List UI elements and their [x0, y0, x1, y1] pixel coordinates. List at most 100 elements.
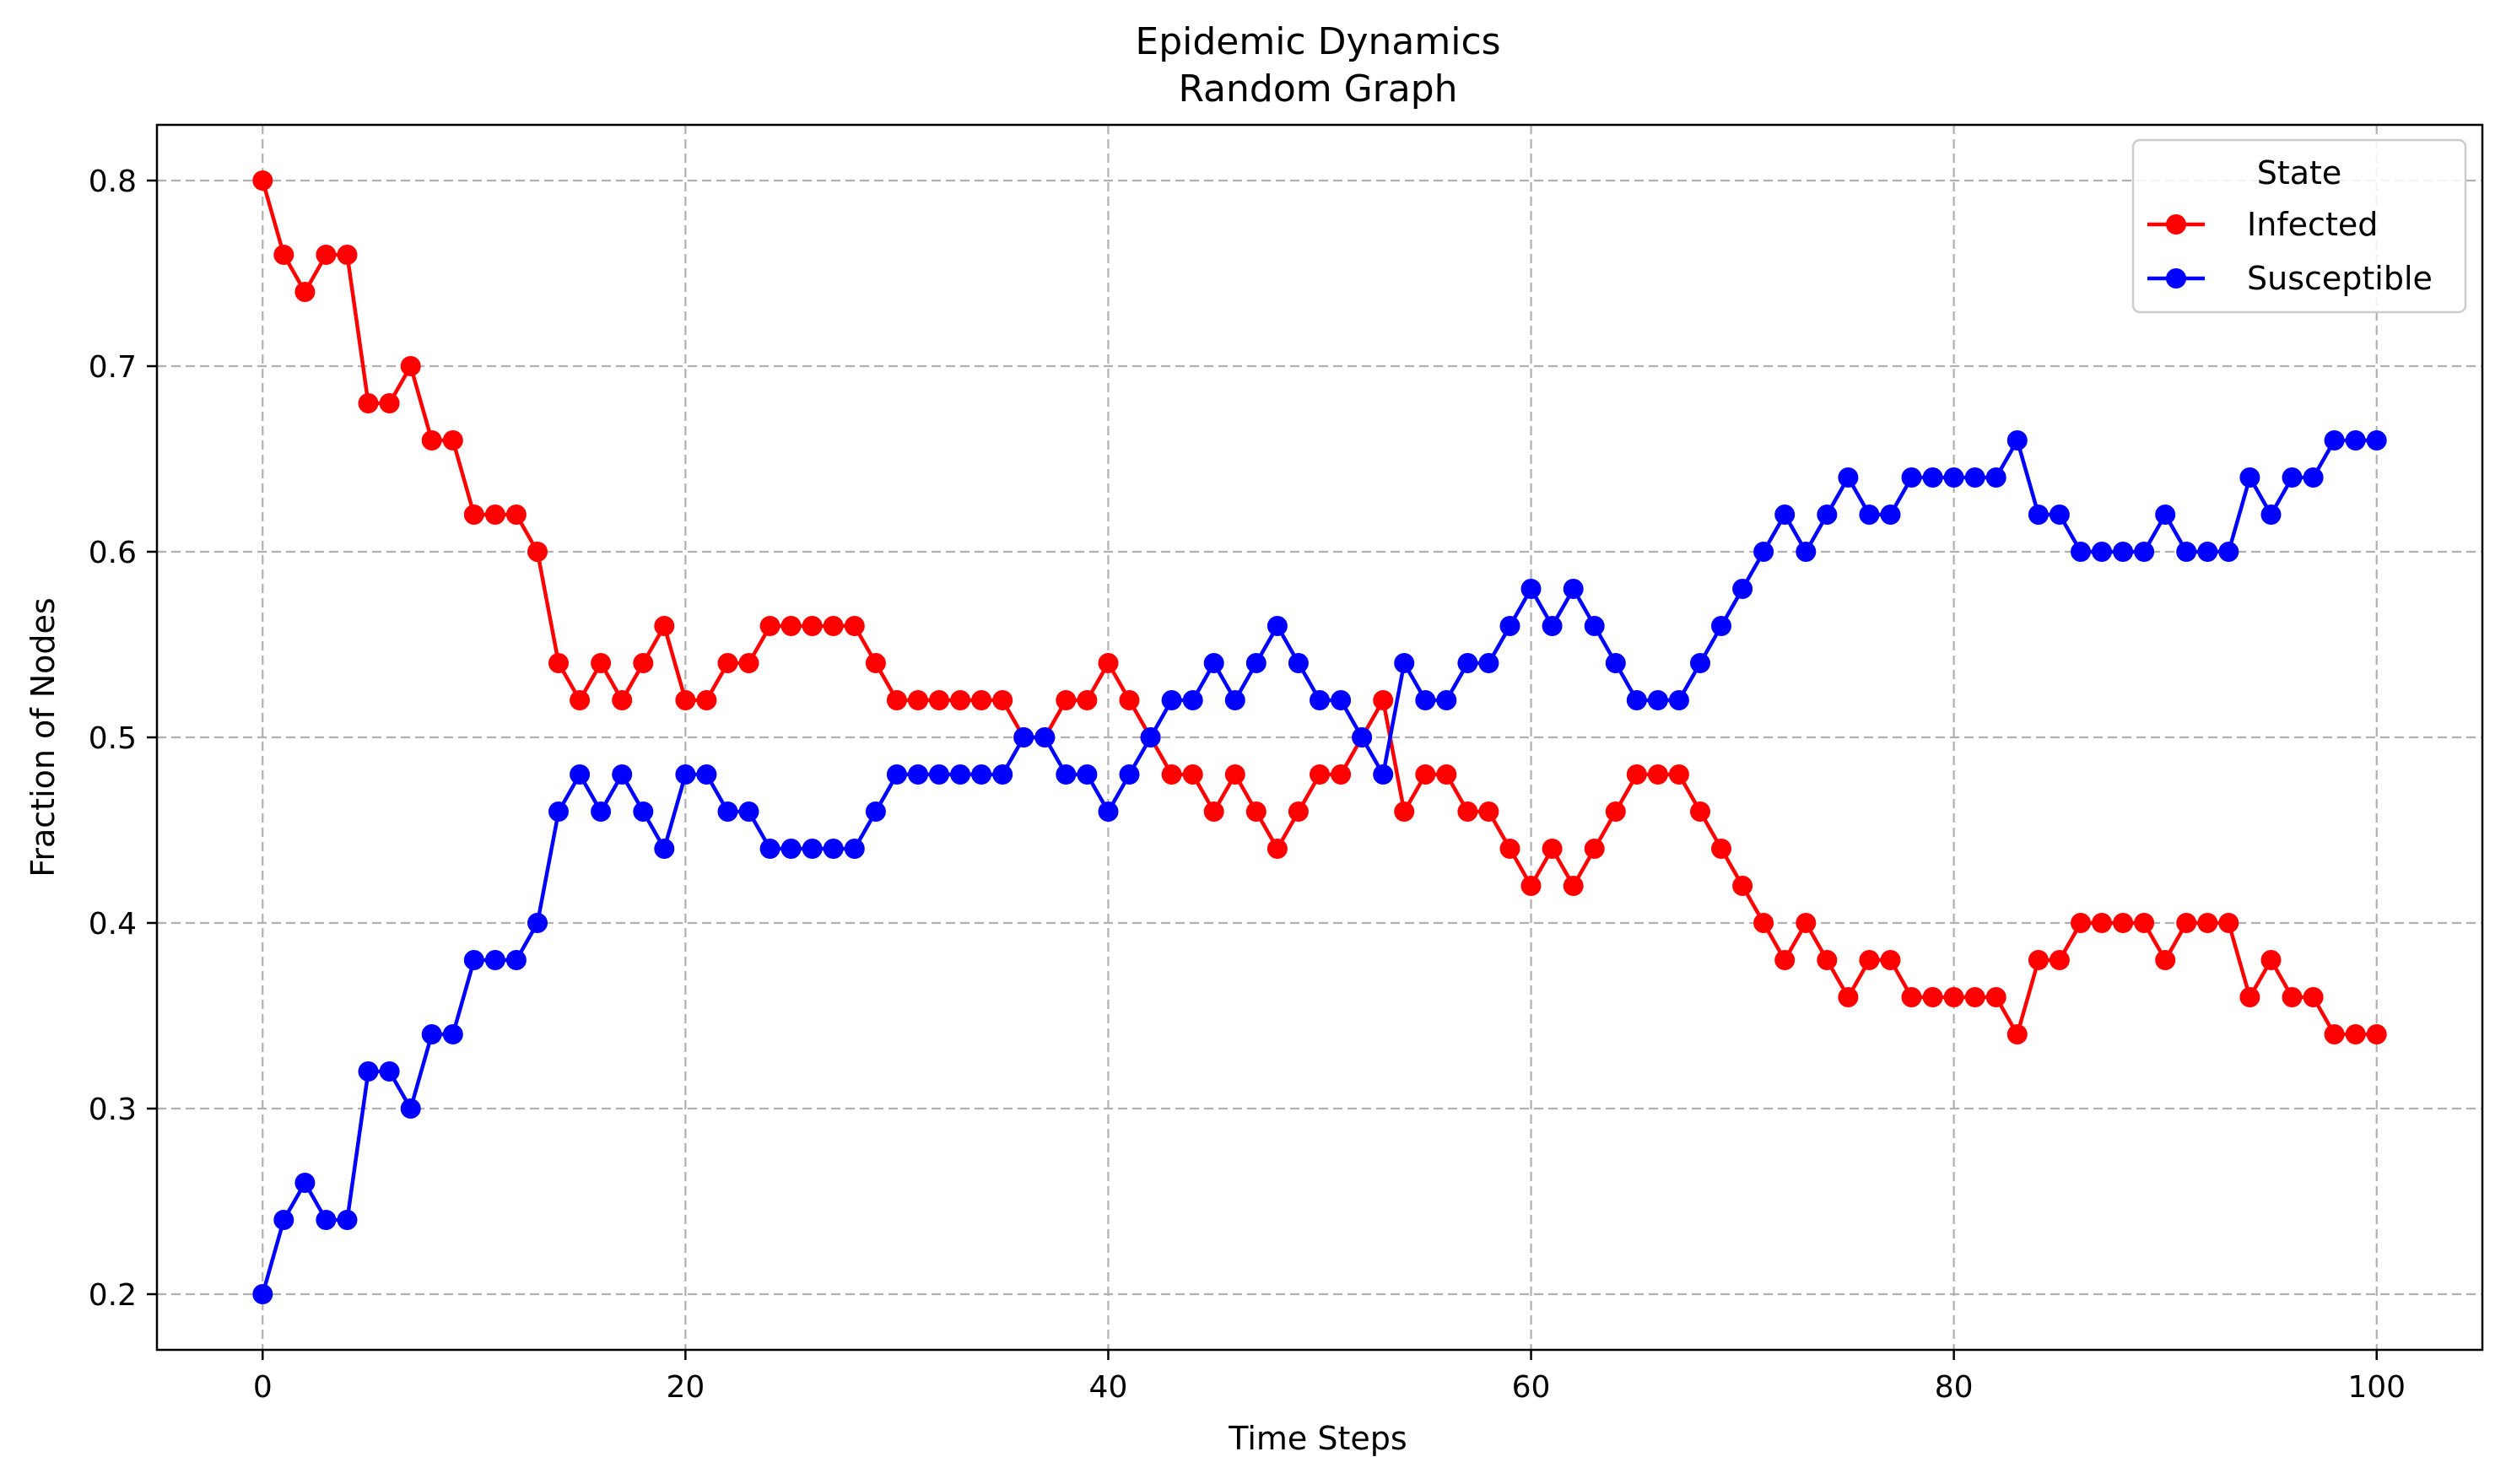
data-point-susceptible [1563, 579, 1584, 599]
data-point-infected [1943, 987, 1964, 1007]
data-point-susceptible [316, 1210, 337, 1230]
data-point-susceptible [717, 801, 738, 822]
data-point-infected [294, 282, 316, 302]
data-point-infected [908, 690, 928, 710]
data-point-susceptible [1056, 764, 1077, 785]
data-point-susceptible [1415, 690, 1436, 710]
series-group [252, 170, 2387, 1304]
data-point-infected [1732, 876, 1753, 896]
data-point-infected [1796, 913, 1817, 933]
data-point-susceptible [1499, 616, 1520, 636]
data-point-susceptible [2028, 505, 2049, 525]
data-point-susceptible [1013, 727, 1034, 747]
data-point-susceptible [1753, 542, 1774, 562]
data-point-infected [950, 690, 971, 710]
data-point-susceptible [2049, 505, 2070, 525]
data-point-infected [759, 616, 780, 636]
data-point-infected [273, 245, 294, 265]
data-point-infected [400, 356, 421, 376]
data-point-infected [2113, 913, 2134, 933]
data-point-infected [1161, 764, 1182, 785]
data-point-infected [1922, 987, 1943, 1007]
x-tick-label: 40 [1089, 1370, 1128, 1405]
data-point-infected [527, 542, 548, 562]
data-point-infected [2155, 950, 2176, 970]
data-point-susceptible [1817, 505, 1838, 525]
data-point-susceptible [2303, 467, 2324, 488]
data-point-susceptible [358, 1061, 379, 1082]
data-point-infected [463, 505, 484, 525]
data-point-infected [2239, 987, 2260, 1007]
data-point-infected [992, 690, 1013, 710]
data-point-susceptible [591, 801, 612, 822]
data-point-susceptible [442, 1024, 463, 1044]
data-point-susceptible [823, 839, 844, 859]
data-point-infected [1690, 801, 1710, 822]
data-point-infected [1817, 950, 1838, 970]
x-tick-label: 60 [1512, 1370, 1551, 1405]
data-point-susceptible [1668, 690, 1689, 710]
data-point-infected [316, 245, 337, 265]
data-point-infected [2366, 1024, 2387, 1044]
data-point-susceptible [1203, 653, 1224, 673]
data-point-susceptible [675, 764, 696, 785]
data-point-infected [1478, 801, 1499, 822]
data-point-infected [2176, 913, 2197, 933]
data-point-susceptible [1373, 764, 1394, 785]
data-point-infected [591, 653, 612, 673]
legend-box [2131, 138, 2467, 314]
data-point-infected [1605, 801, 1626, 822]
legend-marker-infected [2166, 214, 2186, 235]
data-point-susceptible [865, 801, 886, 822]
data-point-infected [1182, 764, 1203, 785]
data-point-susceptible [421, 1024, 442, 1044]
data-point-infected [484, 505, 505, 525]
y-tick-label: 0.4 [89, 907, 137, 942]
data-point-susceptible [294, 1173, 316, 1193]
data-point-susceptible [1626, 690, 1647, 710]
data-point-susceptible [1267, 616, 1288, 636]
legend-entry-infected: Infected [2147, 206, 2378, 243]
data-point-infected [675, 690, 696, 710]
data-point-susceptible [273, 1210, 294, 1230]
data-point-susceptible [1352, 727, 1373, 747]
legend-label-susceptible: Susceptible [2247, 260, 2433, 297]
data-point-infected [1310, 764, 1330, 785]
data-point-susceptible [802, 839, 823, 859]
data-point-infected [612, 690, 633, 710]
data-point-infected [1668, 764, 1689, 785]
data-point-infected [1880, 950, 1901, 970]
data-point-susceptible [759, 839, 780, 859]
data-point-infected [823, 616, 844, 636]
data-point-susceptible [1774, 505, 1796, 525]
data-point-susceptible [505, 950, 527, 970]
legend-entry-susceptible: Susceptible [2147, 260, 2433, 297]
data-point-infected [2345, 1024, 2366, 1044]
data-point-susceptible [548, 801, 569, 822]
data-point-susceptible [1224, 690, 1245, 710]
data-point-infected [1288, 801, 1309, 822]
data-point-infected [1563, 876, 1584, 896]
y-axis-label: Fraction of Nodes [24, 597, 62, 877]
data-point-susceptible [1161, 690, 1182, 710]
data-point-infected [379, 393, 400, 413]
data-point-susceptible [1647, 690, 1668, 710]
data-point-infected [1245, 801, 1267, 822]
data-point-susceptible [1245, 653, 1267, 673]
data-point-susceptible [2155, 505, 2176, 525]
data-point-infected [780, 616, 802, 636]
data-point-susceptible [1796, 542, 1817, 562]
data-point-infected [865, 653, 886, 673]
data-point-infected [1394, 801, 1415, 822]
data-point-susceptible [2006, 430, 2028, 451]
data-point-susceptible [1838, 467, 1859, 488]
data-point-infected [1499, 839, 1520, 859]
data-point-infected [1647, 764, 1668, 785]
data-point-infected [1077, 690, 1098, 710]
data-point-susceptible [1711, 616, 1731, 636]
data-point-infected [929, 690, 949, 710]
data-point-susceptible [1732, 579, 1753, 599]
data-point-susceptible [2071, 542, 2091, 562]
data-point-susceptible [2113, 542, 2134, 562]
legend-title: State [2257, 154, 2342, 192]
